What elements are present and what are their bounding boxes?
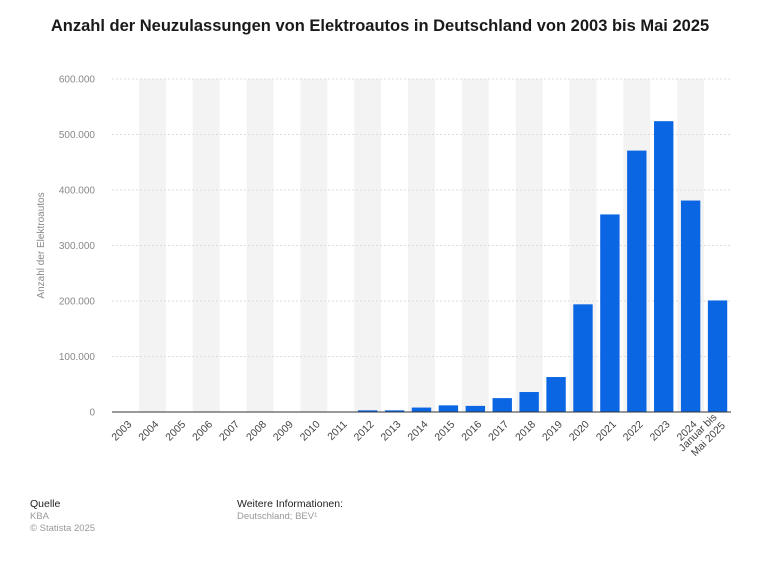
chart-title: Anzahl der Neuzulassungen von Elektroaut… [50,17,710,35]
y-axis-title: Anzahl der Elektroautos [36,192,47,298]
source-heading: Quelle [30,498,61,510]
x-tick-label: 2018 [513,418,538,443]
bar [357,410,378,412]
bar [654,121,674,413]
bar [600,214,620,412]
x-tick-label: 2023 [648,418,673,443]
y-tick-label: 0 [89,408,95,419]
bar [680,200,701,412]
bar [438,405,459,412]
x-tick-label: 2009 [271,418,296,443]
x-tick-label: 2006 [190,418,215,443]
x-tick-label: 2004 [136,418,161,443]
bar [519,392,539,412]
y-tick-labels: 0 100.000 200.000 300.000 400.000 500.000 600.… [59,75,96,419]
bar-chart: 0 100.000 200.000 300.000 400.000 500.000 600.… [36,75,731,462]
bar [492,398,512,412]
info-heading: Weitere Informationen: [237,498,344,510]
bar [546,377,566,412]
bar [707,300,728,412]
x-tick-label: 2015 [432,418,457,443]
bar [411,407,432,412]
x-tick-label: 2014 [405,418,430,443]
x-tick-label: 2019 [540,418,565,443]
x-tick-label: 2021 [594,418,619,443]
y-tick-label: 100.000 [59,352,96,363]
bar [465,405,486,412]
x-tick-label: 2011 [325,418,350,443]
y-tick-label: 600.000 [59,75,96,86]
x-tick-label: Januar bisMai 2025 [677,411,728,462]
x-tick-label: 2020 [567,418,592,443]
y-tick-label: 400.000 [59,186,96,197]
gridlines [112,78,731,357]
y-tick-label: 500.000 [59,130,96,141]
bar [384,410,405,412]
source-name: KBA [30,511,50,522]
x-tick-label: 2003 [109,418,134,443]
x-tick-labels: 2003 2004 2005 2006 2007 2008 2009 2010 2011 2012… [109,411,728,462]
bars [357,121,728,413]
x-tick-label: 2005 [163,418,188,443]
x-tick-label: 2012 [352,418,377,443]
x-tick-label: 2022 [621,418,646,443]
x-tick-label: 2016 [459,418,484,443]
y-tick-label: 300.000 [59,241,96,252]
x-tick-label: 2008 [244,418,269,443]
source-block: Quelle KBA © Statista 2025 [30,497,95,535]
x-tick-label: 2017 [486,418,511,443]
info-block: Weitere Informationen: Deutschland; BEV¹ [237,497,343,523]
x-tick-label: 2013 [379,418,404,443]
info-text: Deutschland; BEV¹ [237,511,318,522]
x-tick-label: 2007 [217,418,242,443]
bar [573,304,593,412]
x-tick-label: 2010 [298,418,323,443]
bar [627,150,647,412]
y-tick-label: 200.000 [59,297,96,308]
copyright: © Statista 2025 [30,523,96,534]
